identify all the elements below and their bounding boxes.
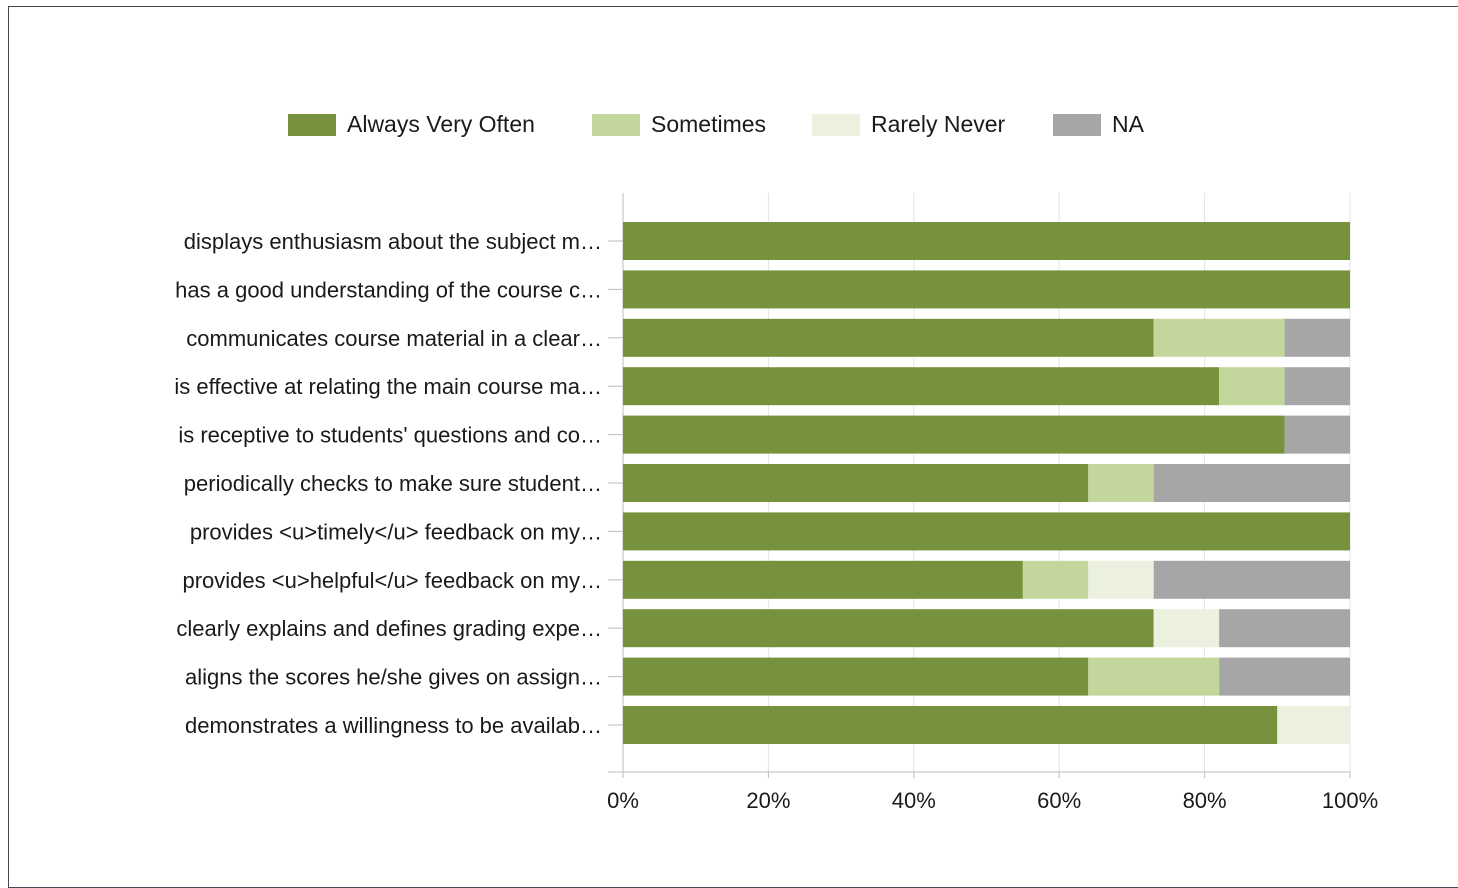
stacked-bar-chart: displays enthusiasm about the subject m…… [174,111,1378,813]
legend: Always Very Often Sometimes Rarely Never NA [288,111,1145,137]
bar-segment [1219,657,1350,696]
x-tick-label: 20% [746,788,790,813]
bar-segment [623,270,1350,309]
category-label: communicates course material in a clear… [186,326,602,351]
legend-label: Rarely Never [871,111,1006,137]
bar-segment [623,560,1023,599]
legend-swatch [592,114,640,136]
legend-label: Sometimes [651,111,766,137]
x-tick-label: 80% [1183,788,1227,813]
bar-segment [623,657,1089,696]
bar-segment [1022,560,1089,599]
bar-segment [1088,464,1154,502]
category-label: is effective at relating the main course… [174,374,602,399]
bar-segment [1153,609,1220,648]
legend-swatch [288,114,336,136]
bar-segment [623,706,1278,744]
bar-segment [1153,560,1350,599]
bar-segment [623,512,1350,551]
bar-segment [1284,415,1350,454]
bar-segment [1277,706,1350,744]
x-tick-label: 40% [892,788,936,813]
bar-segment [623,222,1350,260]
bar-segment [1284,367,1350,406]
bar-segment [1219,367,1285,406]
bar-segment [1088,560,1154,599]
bar-segment [1153,464,1350,502]
legend-swatch [812,114,860,136]
bar-segment [623,318,1154,357]
bar-segment [1284,318,1350,357]
x-tick-label: 60% [1037,788,1081,813]
x-tick-labels: 0% 20% 40% 60% 80% 100% [607,772,1378,813]
legend-label: NA [1112,111,1145,137]
category-label: clearly explains and defines grading exp… [176,616,602,641]
bars [623,222,1350,744]
x-tick-label: 100% [1322,788,1378,813]
x-tick-label: 0% [607,788,639,813]
category-label: is receptive to students' questions and … [178,423,602,448]
bar-segment [623,464,1089,502]
category-label: provides <u>timely</u> feedback on my… [190,519,602,544]
bar-segment [623,415,1285,454]
category-label: provides <u>helpful</u> feedback on my… [183,568,603,593]
bar-segment [1088,657,1220,696]
category-label: displays enthusiasm about the subject m… [184,229,602,254]
legend-swatch [1053,114,1101,136]
bar-segment [623,609,1154,648]
legend-label: Always Very Often [347,111,535,137]
category-label: periodically checks to make sure student… [184,471,602,496]
category-label: has a good understanding of the course c… [175,277,602,302]
category-label: aligns the scores he/she gives on assign… [185,665,602,690]
bar-segment [1219,609,1350,648]
bar-segment [1153,318,1285,357]
category-label: demonstrates a willingness to be availab… [185,713,602,738]
bar-segment [623,367,1220,406]
category-labels: displays enthusiasm about the subject m…… [174,229,623,738]
